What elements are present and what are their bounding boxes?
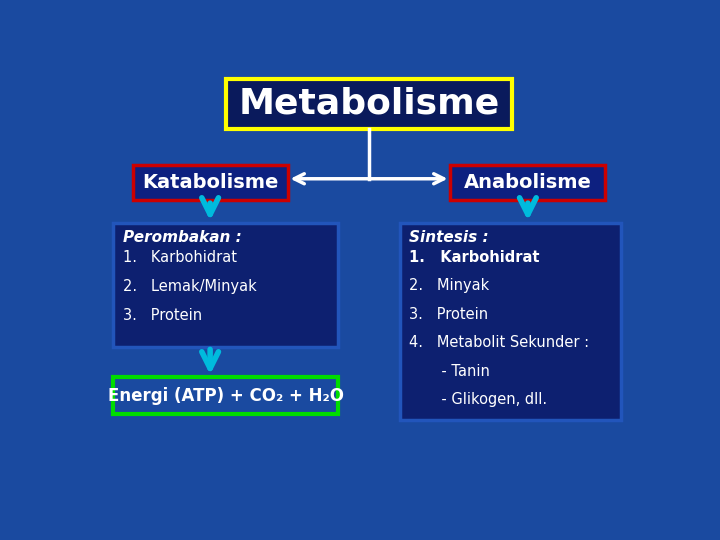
Text: Sintesis :: Sintesis : [409,230,489,245]
Text: 2.   Minyak: 2. Minyak [409,278,490,293]
Text: - Glikogen, dll.: - Glikogen, dll. [409,392,547,407]
Text: - Tanin: - Tanin [409,364,490,379]
FancyBboxPatch shape [132,165,287,200]
Text: 3.   Protein: 3. Protein [122,308,202,323]
Text: Perombakan :: Perombakan : [122,230,241,245]
Text: Anabolisme: Anabolisme [464,173,592,192]
FancyBboxPatch shape [113,224,338,347]
Text: Katabolisme: Katabolisme [142,173,279,192]
FancyBboxPatch shape [113,377,338,414]
FancyBboxPatch shape [400,224,621,420]
Text: 1.   Karbohidrat: 1. Karbohidrat [122,250,237,265]
FancyBboxPatch shape [451,165,606,200]
Text: 2.   Lemak/Minyak: 2. Lemak/Minyak [122,279,256,294]
Text: 3.   Protein: 3. Protein [409,307,488,322]
Text: Energi (ATP) + CO₂ + H₂O: Energi (ATP) + CO₂ + H₂O [107,387,343,405]
Text: Metabolisme: Metabolisme [238,87,500,120]
Text: 4.   Metabolit Sekunder :: 4. Metabolit Sekunder : [409,335,590,350]
FancyBboxPatch shape [225,79,513,129]
Text: 1.   Karbohidrat: 1. Karbohidrat [409,250,540,265]
